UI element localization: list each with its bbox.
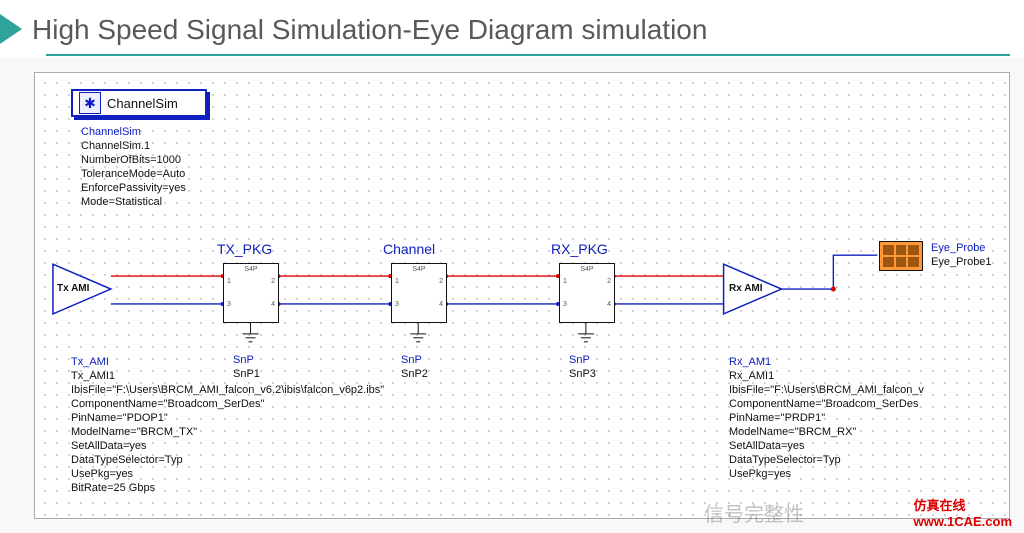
param-line: IbisFile="F:\Users\BRCM_AMI_falcon_v6.2\… bbox=[71, 383, 384, 397]
param-line: BitRate=25 Gbps bbox=[71, 481, 384, 495]
param-line: Rx_AMI1 bbox=[729, 369, 924, 383]
tx-ami-label: Tx AMI bbox=[57, 283, 89, 294]
param-line: UsePkg=yes bbox=[729, 467, 924, 481]
param-line: ComponentName="Broadcom_SerDes bbox=[729, 397, 924, 411]
param-line: ModelName="BRCM_RX" bbox=[729, 425, 924, 439]
title-triangle-icon bbox=[0, 14, 22, 44]
param-line: PinName="PDOP1" bbox=[71, 411, 384, 425]
watermark-cn: 信号完整性 bbox=[704, 498, 804, 527]
param-line: DataTypeSelector=Typ bbox=[71, 453, 384, 467]
param-line: ComponentName="Broadcom_SerDes" bbox=[71, 397, 384, 411]
rx-ami-params: Rx_AM1 Rx_AMI1IbisFile="F:\Users\BRCM_AM… bbox=[729, 355, 924, 481]
page-title: High Speed Signal Simulation-Eye Diagram… bbox=[32, 12, 707, 46]
channel-label: Channel bbox=[383, 241, 435, 257]
tx-pkg-label: TX_PKG bbox=[217, 241, 272, 257]
gear-icon: ✱ bbox=[79, 92, 101, 114]
param-line: ChannelSim.1 bbox=[81, 139, 186, 153]
snp3-label: SnP SnP3 bbox=[569, 353, 596, 381]
title-bar: High Speed Signal Simulation-Eye Diagram… bbox=[0, 0, 1024, 58]
channelsim-label: ChannelSim bbox=[107, 96, 178, 111]
title-underline bbox=[46, 54, 1010, 56]
param-line: SetAllData=yes bbox=[729, 439, 924, 453]
param-line: ModelName="BRCM_TX" bbox=[71, 425, 384, 439]
snp-rx-pkg[interactable]: 1234 bbox=[559, 263, 615, 323]
rx-ami-block[interactable]: Rx AMI bbox=[725, 265, 783, 315]
watermark-brand: 仿真在线 www.1CAE.com bbox=[914, 495, 1012, 529]
param-line: Mode=Statistical bbox=[81, 195, 186, 209]
param-line: PinName="PRDP1" bbox=[729, 411, 924, 425]
param-line: ToleranceMode=Auto bbox=[81, 167, 186, 181]
param-line: NumberOfBits=1000 bbox=[81, 153, 186, 167]
eye-probe-block[interactable] bbox=[879, 241, 923, 271]
tx-ami-params: Tx_AMI Tx_AMI1IbisFile="F:\Users\BRCM_AM… bbox=[71, 355, 384, 495]
snp-tx-pkg[interactable]: 1234 bbox=[223, 263, 279, 323]
param-line: UsePkg=yes bbox=[71, 467, 384, 481]
param-line: Tx_AMI1 bbox=[71, 369, 384, 383]
snp2-label: SnP SnP2 bbox=[401, 353, 428, 381]
tx-ami-block[interactable]: Tx AMI bbox=[53, 265, 111, 315]
param-line: DataTypeSelector=Typ bbox=[729, 453, 924, 467]
rx-ami-label: Rx AMI bbox=[729, 283, 763, 294]
param-header: ChannelSim bbox=[81, 125, 186, 139]
param-line: IbisFile="F:\Users\BRCM_AMI_falcon_v bbox=[729, 383, 924, 397]
snp-channel[interactable]: 1234 bbox=[391, 263, 447, 323]
param-line: SetAllData=yes bbox=[71, 439, 384, 453]
param-line: EnforcePassivity=yes bbox=[81, 181, 186, 195]
channelsim-params: ChannelSim ChannelSim.1NumberOfBits=1000… bbox=[81, 125, 186, 209]
channelsim-block[interactable]: ✱ ChannelSim bbox=[71, 89, 207, 117]
eye-probe-text: Eye_Probe Eye_Probe1 bbox=[931, 241, 992, 269]
schematic-canvas: ✱ ChannelSim ChannelSim ChannelSim.1Numb… bbox=[34, 72, 1010, 519]
rx-pkg-label: RX_PKG bbox=[551, 241, 608, 257]
